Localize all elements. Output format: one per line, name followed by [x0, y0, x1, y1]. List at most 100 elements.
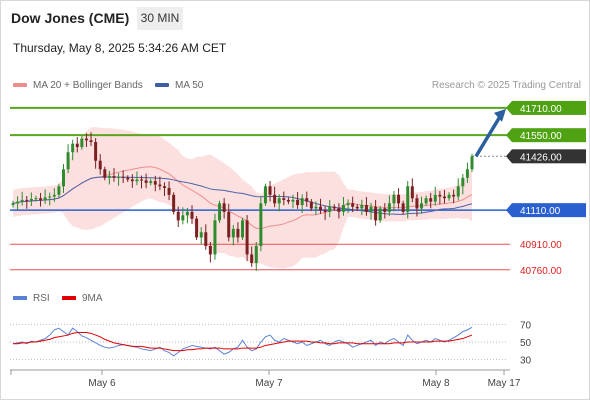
candle: [364, 205, 368, 212]
rsi-ma9-line: [13, 331, 473, 352]
candle: [185, 211, 189, 216]
candle: [75, 143, 79, 148]
candle: [80, 138, 84, 148]
candle: [442, 196, 446, 199]
candle: [374, 206, 378, 221]
candle: [71, 143, 75, 153]
rsi-level-label-50: 50: [520, 338, 532, 349]
x-tick-label-3: May 17: [488, 378, 521, 389]
legend-rsi: RSI: [13, 293, 50, 304]
candle: [250, 254, 254, 263]
candle: [438, 194, 442, 197]
timestamp: Thursday, May 8, 2025 5:34:26 AM CET: [13, 41, 227, 55]
research-credit: Research © 2025 Trading Central: [431, 80, 581, 91]
level-tag-pointer-2: [506, 149, 512, 164]
level-label-0: 41710.00: [520, 104, 562, 115]
candle: [461, 177, 465, 187]
candle: [236, 228, 240, 238]
candle: [195, 218, 199, 238]
forecast-arrow-head: [494, 108, 506, 122]
ma50-swatch: [155, 83, 169, 88]
candle: [401, 203, 405, 212]
candle: [162, 186, 166, 188]
level-tag-0: [512, 100, 586, 115]
candle: [213, 220, 217, 255]
candle: [241, 220, 244, 238]
candle: [282, 198, 286, 200]
candle: [309, 201, 313, 209]
candle: [447, 194, 451, 199]
candle: [172, 194, 176, 212]
candle: [144, 180, 148, 183]
candle: [89, 140, 93, 142]
legend-ma20: MA 20 + Bollinger Bands: [13, 80, 143, 91]
rsi-line: [12, 326, 473, 357]
candle: [319, 206, 323, 211]
candle: [199, 232, 203, 238]
candle: [153, 181, 157, 185]
rsi-level-label-30: 30: [520, 355, 532, 366]
candle: [16, 201, 20, 204]
candle: [355, 206, 359, 209]
candle: [39, 198, 43, 200]
legend-ma50: MA 50: [155, 80, 203, 91]
candle: [43, 197, 47, 200]
candle: [378, 208, 382, 221]
level-label-2: 41426.00: [520, 152, 562, 163]
candle: [218, 203, 222, 221]
candle: [52, 194, 56, 197]
candle: [181, 215, 185, 221]
candle: [190, 211, 194, 219]
level-tag-3: [512, 203, 586, 218]
candle: [117, 176, 121, 178]
x-tick-label-2: May 8: [422, 378, 450, 389]
candle: [231, 228, 235, 238]
ma50-label: MA 50: [175, 80, 204, 91]
candle: [245, 220, 249, 255]
candle: [268, 186, 272, 195]
candle: [126, 177, 130, 180]
candle: [337, 208, 341, 212]
ma9-swatch: [62, 296, 76, 301]
instrument-title: Dow Jones (CME): [11, 10, 130, 26]
x-tick-label-0: May 6: [88, 378, 116, 389]
candle: [61, 169, 65, 187]
candle: [158, 184, 162, 187]
forecast-arrow-shaft: [474, 114, 503, 158]
candle: [11, 203, 15, 206]
rsi-level-label-70: 70: [520, 321, 532, 332]
legend-ma9: 9MA: [62, 293, 103, 304]
candle: [465, 169, 469, 178]
candle: [291, 199, 295, 202]
candle: [135, 179, 139, 182]
candle: [410, 186, 414, 199]
candle: [208, 245, 212, 255]
candle: [140, 179, 144, 181]
candle: [277, 198, 281, 204]
candle: [29, 199, 33, 201]
candle: [112, 176, 116, 178]
candle: [456, 186, 460, 197]
candle: [25, 199, 29, 201]
x-tick-label-1: May 7: [255, 378, 283, 389]
candle: [296, 199, 300, 206]
candle: [387, 203, 391, 212]
candle: [167, 188, 171, 195]
candle: [149, 181, 153, 183]
candle: [397, 194, 401, 204]
candle: [429, 198, 433, 202]
candle: [107, 176, 111, 178]
level-tag-2: [512, 149, 586, 164]
candle: [470, 156, 474, 170]
candle: [424, 198, 428, 204]
candle: [204, 232, 208, 246]
candle: [314, 206, 318, 209]
candle: [94, 142, 98, 161]
candle: [305, 198, 309, 202]
candle: [328, 206, 332, 212]
candle: [57, 186, 61, 195]
candle: [259, 203, 263, 246]
timeframe-button[interactable]: 30 MIN: [137, 7, 183, 30]
candle: [48, 196, 52, 198]
